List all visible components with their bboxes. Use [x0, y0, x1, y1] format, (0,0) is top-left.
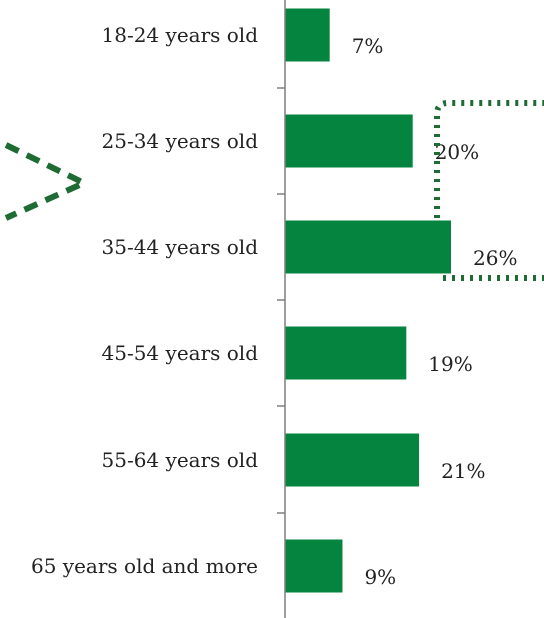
bar [285, 326, 407, 380]
bar [285, 8, 330, 62]
bar [285, 114, 413, 168]
bar [285, 433, 420, 487]
data-label: 21% [441, 459, 485, 483]
category-axis [277, 0, 286, 618]
bar [285, 220, 451, 274]
category-tick-label: 55-64 years old [102, 448, 259, 472]
category-tick-label: 65 years old and more [31, 554, 258, 578]
category-tick-label: 45-54 years old [102, 341, 259, 365]
category-tick-label: 18-24 years old [102, 23, 259, 47]
category-tick-label: 25-34 years old [102, 129, 259, 153]
labels-layer: 18-24 years old 7% 25-34 years old 20% 35-44… [31, 23, 517, 589]
category-tick-label: 35-44 years old [102, 235, 259, 259]
data-label: 7% [352, 34, 384, 58]
data-label: 9% [364, 565, 396, 589]
data-label: 26% [473, 246, 517, 270]
bars-layer [285, 8, 451, 593]
data-label: 20% [435, 140, 479, 164]
data-label: 19% [428, 352, 472, 376]
annotation-layer [4, 100, 544, 281]
bar [285, 539, 343, 593]
pointer-arrow [4, 142, 92, 221]
